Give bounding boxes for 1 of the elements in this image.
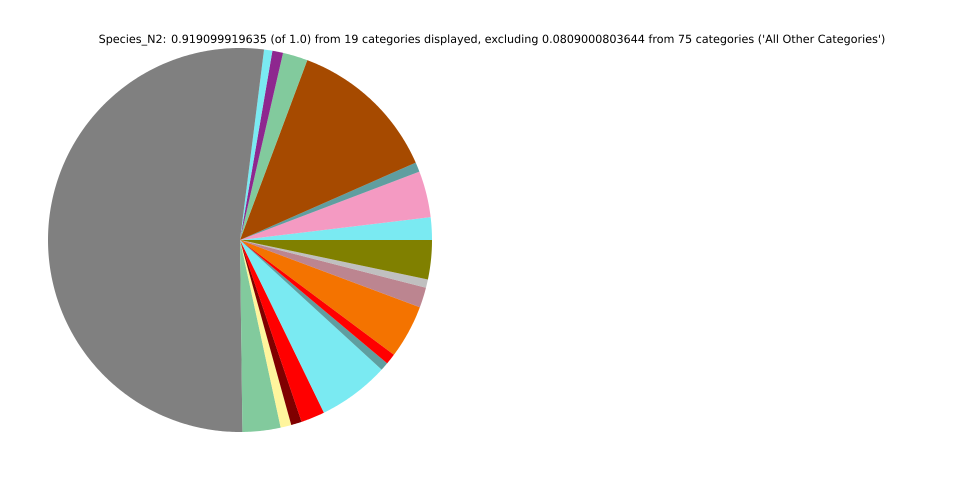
text: Species_N2: 0.919099919635 (of 1.0) from 19 categories displayed, excluding 0.0809000803644 from 75 categories ('All Other Categories')	[99, 34, 884, 46]
